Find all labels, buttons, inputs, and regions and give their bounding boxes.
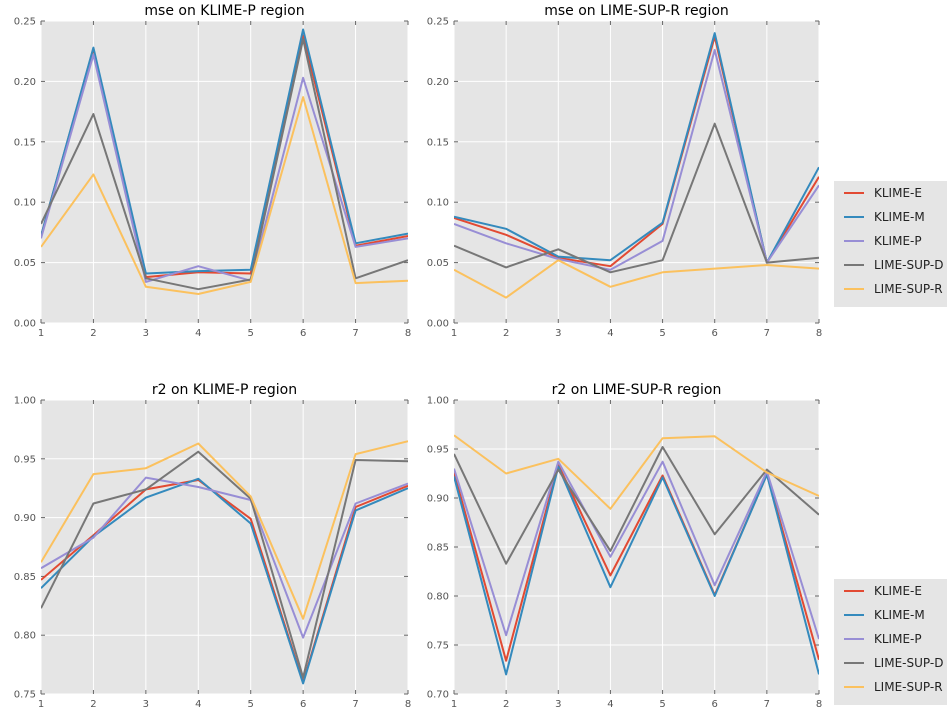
legend: KLIME-E KLIME-M KLIME-P LIME-SUP-D LIME-SUP-… (834, 181, 947, 307)
x-tick-label: 5 (659, 699, 665, 710)
series-line-klime-m (41, 477, 408, 685)
x-tick-label: 7 (764, 328, 770, 339)
series-line-klime-p (454, 49, 819, 271)
x-tick-label: 8 (405, 699, 411, 710)
series-line-klime-p (41, 53, 408, 283)
x-tick-label: 7 (764, 699, 770, 710)
y-tick-label: 0.80 (14, 631, 36, 642)
x-tick-label: 3 (143, 328, 149, 339)
y-tick-label: 0.00 (427, 319, 449, 330)
y-tick-label: 0.95 (14, 454, 36, 465)
chart-title: r2 on KLIME-P region (152, 382, 297, 398)
y-tick-label: 0.15 (427, 137, 449, 148)
series-line-lime-sup-d (454, 446, 819, 565)
legend-box (834, 181, 947, 307)
x-tick-label: 7 (352, 699, 358, 710)
series-line-klime-p (454, 460, 819, 640)
series-line-lime-sup-r (454, 259, 819, 299)
x-tick-label: 1 (451, 699, 457, 710)
series-line-lime-sup-r (41, 440, 408, 620)
x-tick-label: 1 (38, 328, 44, 339)
legend-label: KLIME-M (874, 608, 925, 622)
series-line-klime-m (41, 28, 408, 275)
x-tick-label: 8 (816, 699, 822, 710)
legend-label: KLIME-E (874, 584, 922, 598)
x-tick-label: 2 (90, 699, 96, 710)
legend-label: KLIME-M (874, 210, 925, 224)
legend-label: LIME-SUP-R (874, 680, 943, 694)
y-tick-label: 0.10 (14, 198, 36, 209)
y-tick-label: 1.00 (14, 396, 36, 407)
chart-panel-4: 0.70 0.75 0.80 0.85 0.90 0.95 1.00 1 2 3 4 5 6 7 8 r2 o… (427, 382, 822, 710)
chart-title: mse on KLIME-P region (144, 3, 304, 19)
y-tick-label: 0.75 (14, 690, 36, 701)
x-tick-label: 5 (248, 328, 254, 339)
x-tick-label: 8 (405, 328, 411, 339)
x-tick-label: 8 (816, 328, 822, 339)
series-line-klime-p (41, 476, 408, 639)
x-tick-label: 6 (300, 699, 306, 710)
x-tick-label: 4 (195, 699, 201, 710)
series-line-lime-sup-d (41, 450, 408, 679)
y-tick-label: 0.25 (14, 17, 36, 28)
y-tick-label: 0.00 (14, 319, 36, 330)
y-tick-label: 0.05 (427, 258, 449, 269)
x-tick-label: 4 (607, 328, 613, 339)
legend-label: KLIME-P (874, 632, 922, 646)
y-tick-label: 0.25 (427, 17, 449, 28)
y-tick-label: 0.10 (427, 198, 449, 209)
x-tick-label: 3 (555, 699, 561, 710)
series-line-lime-sup-r (41, 96, 408, 295)
chart-panel-1: 0.00 0.05 0.10 0.15 0.20 0.25 1 2 3 4 5 6 7 8 mse on K… (14, 3, 411, 339)
y-tick-label: 0.95 (427, 445, 449, 456)
x-tick-label: 2 (503, 328, 509, 339)
x-tick-label: 2 (90, 328, 96, 339)
legend-box (834, 579, 947, 705)
x-tick-label: 5 (659, 328, 665, 339)
plot-area (41, 400, 408, 694)
y-tick-label: 0.20 (14, 77, 36, 88)
x-tick-label: 4 (607, 699, 613, 710)
y-tick-label: 0.90 (427, 494, 449, 505)
x-tick-label: 7 (352, 328, 358, 339)
series-line-klime-m (454, 465, 819, 676)
legend-label: LIME-SUP-R (874, 282, 943, 296)
y-tick-label: 0.85 (14, 572, 36, 583)
x-tick-label: 6 (712, 699, 718, 710)
y-tick-label: 0.70 (427, 690, 449, 701)
y-tick-label: 0.80 (427, 592, 449, 603)
x-tick-label: 3 (143, 699, 149, 710)
chart-panel-2: 0.00 0.05 0.10 0.15 0.20 0.25 1 2 3 4 5 6 7 8 mse on L… (427, 3, 822, 339)
x-tick-label: 1 (38, 699, 44, 710)
y-tick-label: 0.90 (14, 513, 36, 524)
legend-label: LIME-SUP-D (874, 258, 943, 272)
y-tick-label: 0.05 (14, 258, 36, 269)
series-line-lime-sup-r (454, 434, 819, 510)
legend-label: LIME-SUP-D (874, 656, 943, 670)
y-tick-label: 0.85 (427, 543, 449, 554)
x-tick-label: 6 (712, 328, 718, 339)
series-line-lime-sup-d (454, 122, 819, 274)
y-tick-label: 0.15 (14, 137, 36, 148)
x-tick-label: 5 (248, 699, 254, 710)
y-tick-label: 0.20 (427, 77, 449, 88)
legend-label: KLIME-E (874, 186, 922, 200)
chart-panel-3: 0.75 0.80 0.85 0.90 0.95 1.00 1 2 3 4 5 6 7 8 r2 on KL… (14, 382, 411, 710)
series-line-lime-sup-d (41, 38, 408, 291)
x-tick-label: 1 (451, 328, 457, 339)
legend: KLIME-E KLIME-M KLIME-P LIME-SUP-D LIME-SUP-… (834, 579, 947, 705)
x-tick-label: 6 (300, 328, 306, 339)
chart-title: mse on LIME-SUP-R region (544, 3, 729, 19)
plot-area (454, 21, 819, 323)
y-tick-label: 1.00 (427, 396, 449, 407)
chart-title: r2 on LIME-SUP-R region (552, 382, 722, 398)
x-tick-label: 4 (195, 328, 201, 339)
x-tick-label: 3 (555, 328, 561, 339)
legend-label: KLIME-P (874, 234, 922, 248)
y-tick-label: 0.75 (427, 641, 449, 652)
x-tick-label: 2 (503, 699, 509, 710)
